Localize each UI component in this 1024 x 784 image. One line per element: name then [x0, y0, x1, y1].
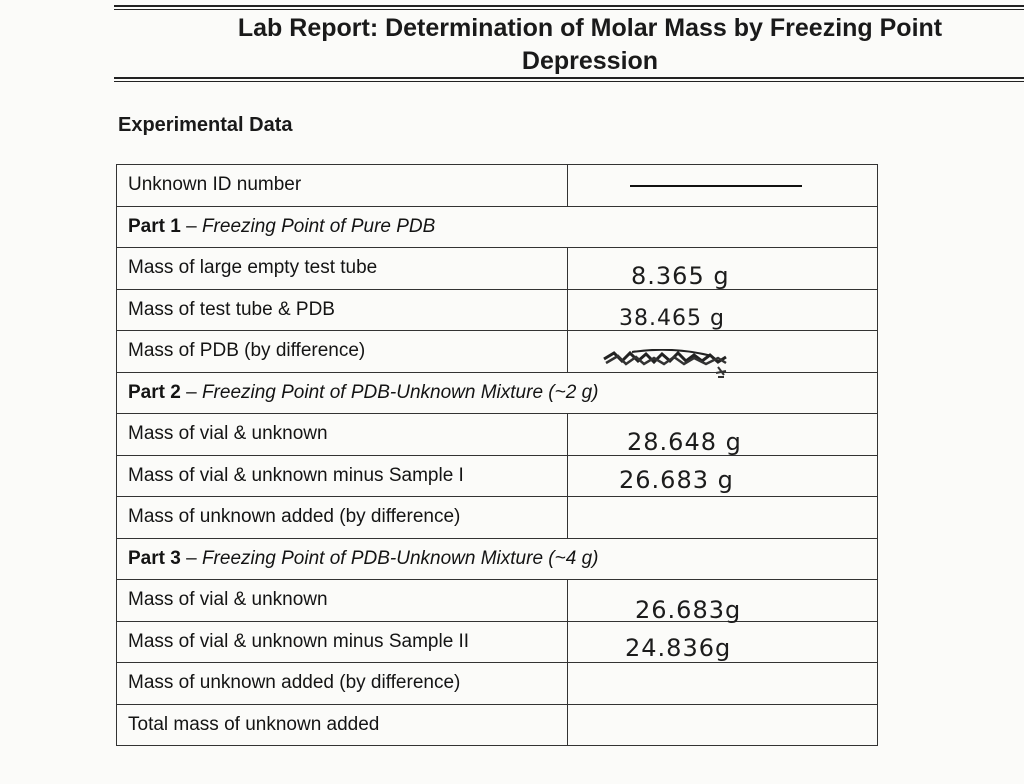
table-row: Mass of unknown added (by difference): [116, 496, 878, 539]
table-row: Mass of unknown added (by difference): [116, 662, 878, 705]
table-row: Mass of vial & unknown 26.683g: [116, 579, 878, 625]
bottom-rule: [114, 77, 1024, 79]
unknown-id-value-cell: [567, 164, 878, 207]
row-label: Mass of large empty test tube: [116, 247, 568, 290]
handwritten-value: 26.683 g: [619, 465, 734, 494]
part-1-header: Part 1 – Freezing Point of Pure PDB: [116, 205, 878, 248]
total-value-cell: [567, 703, 878, 746]
value-cell: 38.465 g: [567, 288, 878, 332]
part-2-header-row: Part 2 – Freezing Point of PDB-Unknown M…: [116, 371, 878, 414]
value-cell: 26.683g: [567, 579, 878, 625]
row-label: Mass of vial & unknown: [116, 579, 568, 622]
part-name: Freezing Point of PDB-Unknown Mixture (~…: [201, 381, 599, 403]
handwritten-value: 28.648 g: [627, 428, 742, 457]
row-label: Mass of vial & unknown: [116, 413, 568, 456]
table-row: Mass of test tube & PDB 38.465 g: [116, 288, 878, 332]
value-cell: 28.648 g: [567, 413, 878, 457]
value-cell: 26.683 g: [567, 454, 878, 497]
handwritten-value: 24.836g: [625, 633, 732, 662]
part-name: Freezing Point of Pure PDB: [201, 215, 436, 237]
part-3-header-row: Part 3 – Freezing Point of PDB-Unknown M…: [116, 537, 878, 580]
value-cell: 24.836g: [567, 620, 878, 663]
row-label: Mass of vial & unknown minus Sample II: [116, 620, 568, 663]
handwritten-value: 38.465 g: [619, 306, 725, 332]
table-row: Mass of large empty test tube 8.365 g: [116, 247, 878, 291]
part-dash: –: [180, 547, 202, 569]
part-2-header: Part 2 – Freezing Point of PDB-Unknown M…: [116, 371, 878, 414]
handwritten-value: 26.683g: [635, 596, 742, 625]
value-cell: 8.365 g: [567, 247, 878, 291]
section-heading: Experimental Data: [118, 114, 293, 136]
table-row-total: Total mass of unknown added: [116, 703, 878, 746]
value-cell: [567, 330, 878, 378]
part-number: Part 3: [128, 547, 181, 569]
row-label: Mass of vial & unknown minus Sample I: [116, 454, 568, 497]
part-dash: –: [180, 381, 202, 403]
part-number: Part 1: [128, 215, 181, 237]
row-label: Mass of unknown added (by difference): [116, 496, 568, 539]
handwritten-dash: [630, 185, 802, 187]
table-row: Mass of vial & unknown minus Sample I 26…: [116, 454, 878, 497]
row-label: Unknown ID number: [116, 164, 568, 207]
handwritten-value: 8.365 g: [631, 262, 730, 291]
row-label: Total mass of unknown added: [116, 703, 568, 746]
row-label: Mass of unknown added (by difference): [116, 662, 568, 705]
part-dash: –: [180, 215, 202, 237]
table-row: Mass of PDB (by difference): [116, 330, 878, 378]
table-row: Mass of vial & unknown minus Sample II 2…: [116, 620, 878, 663]
row-label: Mass of test tube & PDB: [116, 288, 568, 331]
value-cell: [567, 662, 878, 705]
part-3-header: Part 3 – Freezing Point of PDB-Unknown M…: [116, 537, 878, 580]
title-line-1: Lab Report: Determination of Molar Mass …: [237, 14, 943, 42]
part-name: Freezing Point of PDB-Unknown Mixture (~…: [201, 547, 599, 569]
row-label: Mass of PDB (by difference): [116, 330, 568, 373]
part-1-header-row: Part 1 – Freezing Point of Pure PDB: [116, 205, 878, 248]
title-line-2: Depression: [521, 47, 659, 75]
top-rule: [114, 5, 1024, 7]
experimental-data-table: Unknown ID number Part 1 – Freezing Poin…: [116, 164, 878, 746]
part-number: Part 2: [128, 381, 181, 403]
bottom-rule-thin: [114, 81, 1024, 82]
top-rule-thin: [114, 9, 1024, 10]
table-row: Mass of vial & unknown 28.648 g: [116, 413, 878, 457]
page-title: Lab Report: Determination of Molar Mass …: [160, 12, 1020, 78]
table-row-unknown-id: Unknown ID number: [116, 164, 878, 207]
value-cell: [567, 496, 878, 539]
scribble-mark: [603, 349, 727, 378]
